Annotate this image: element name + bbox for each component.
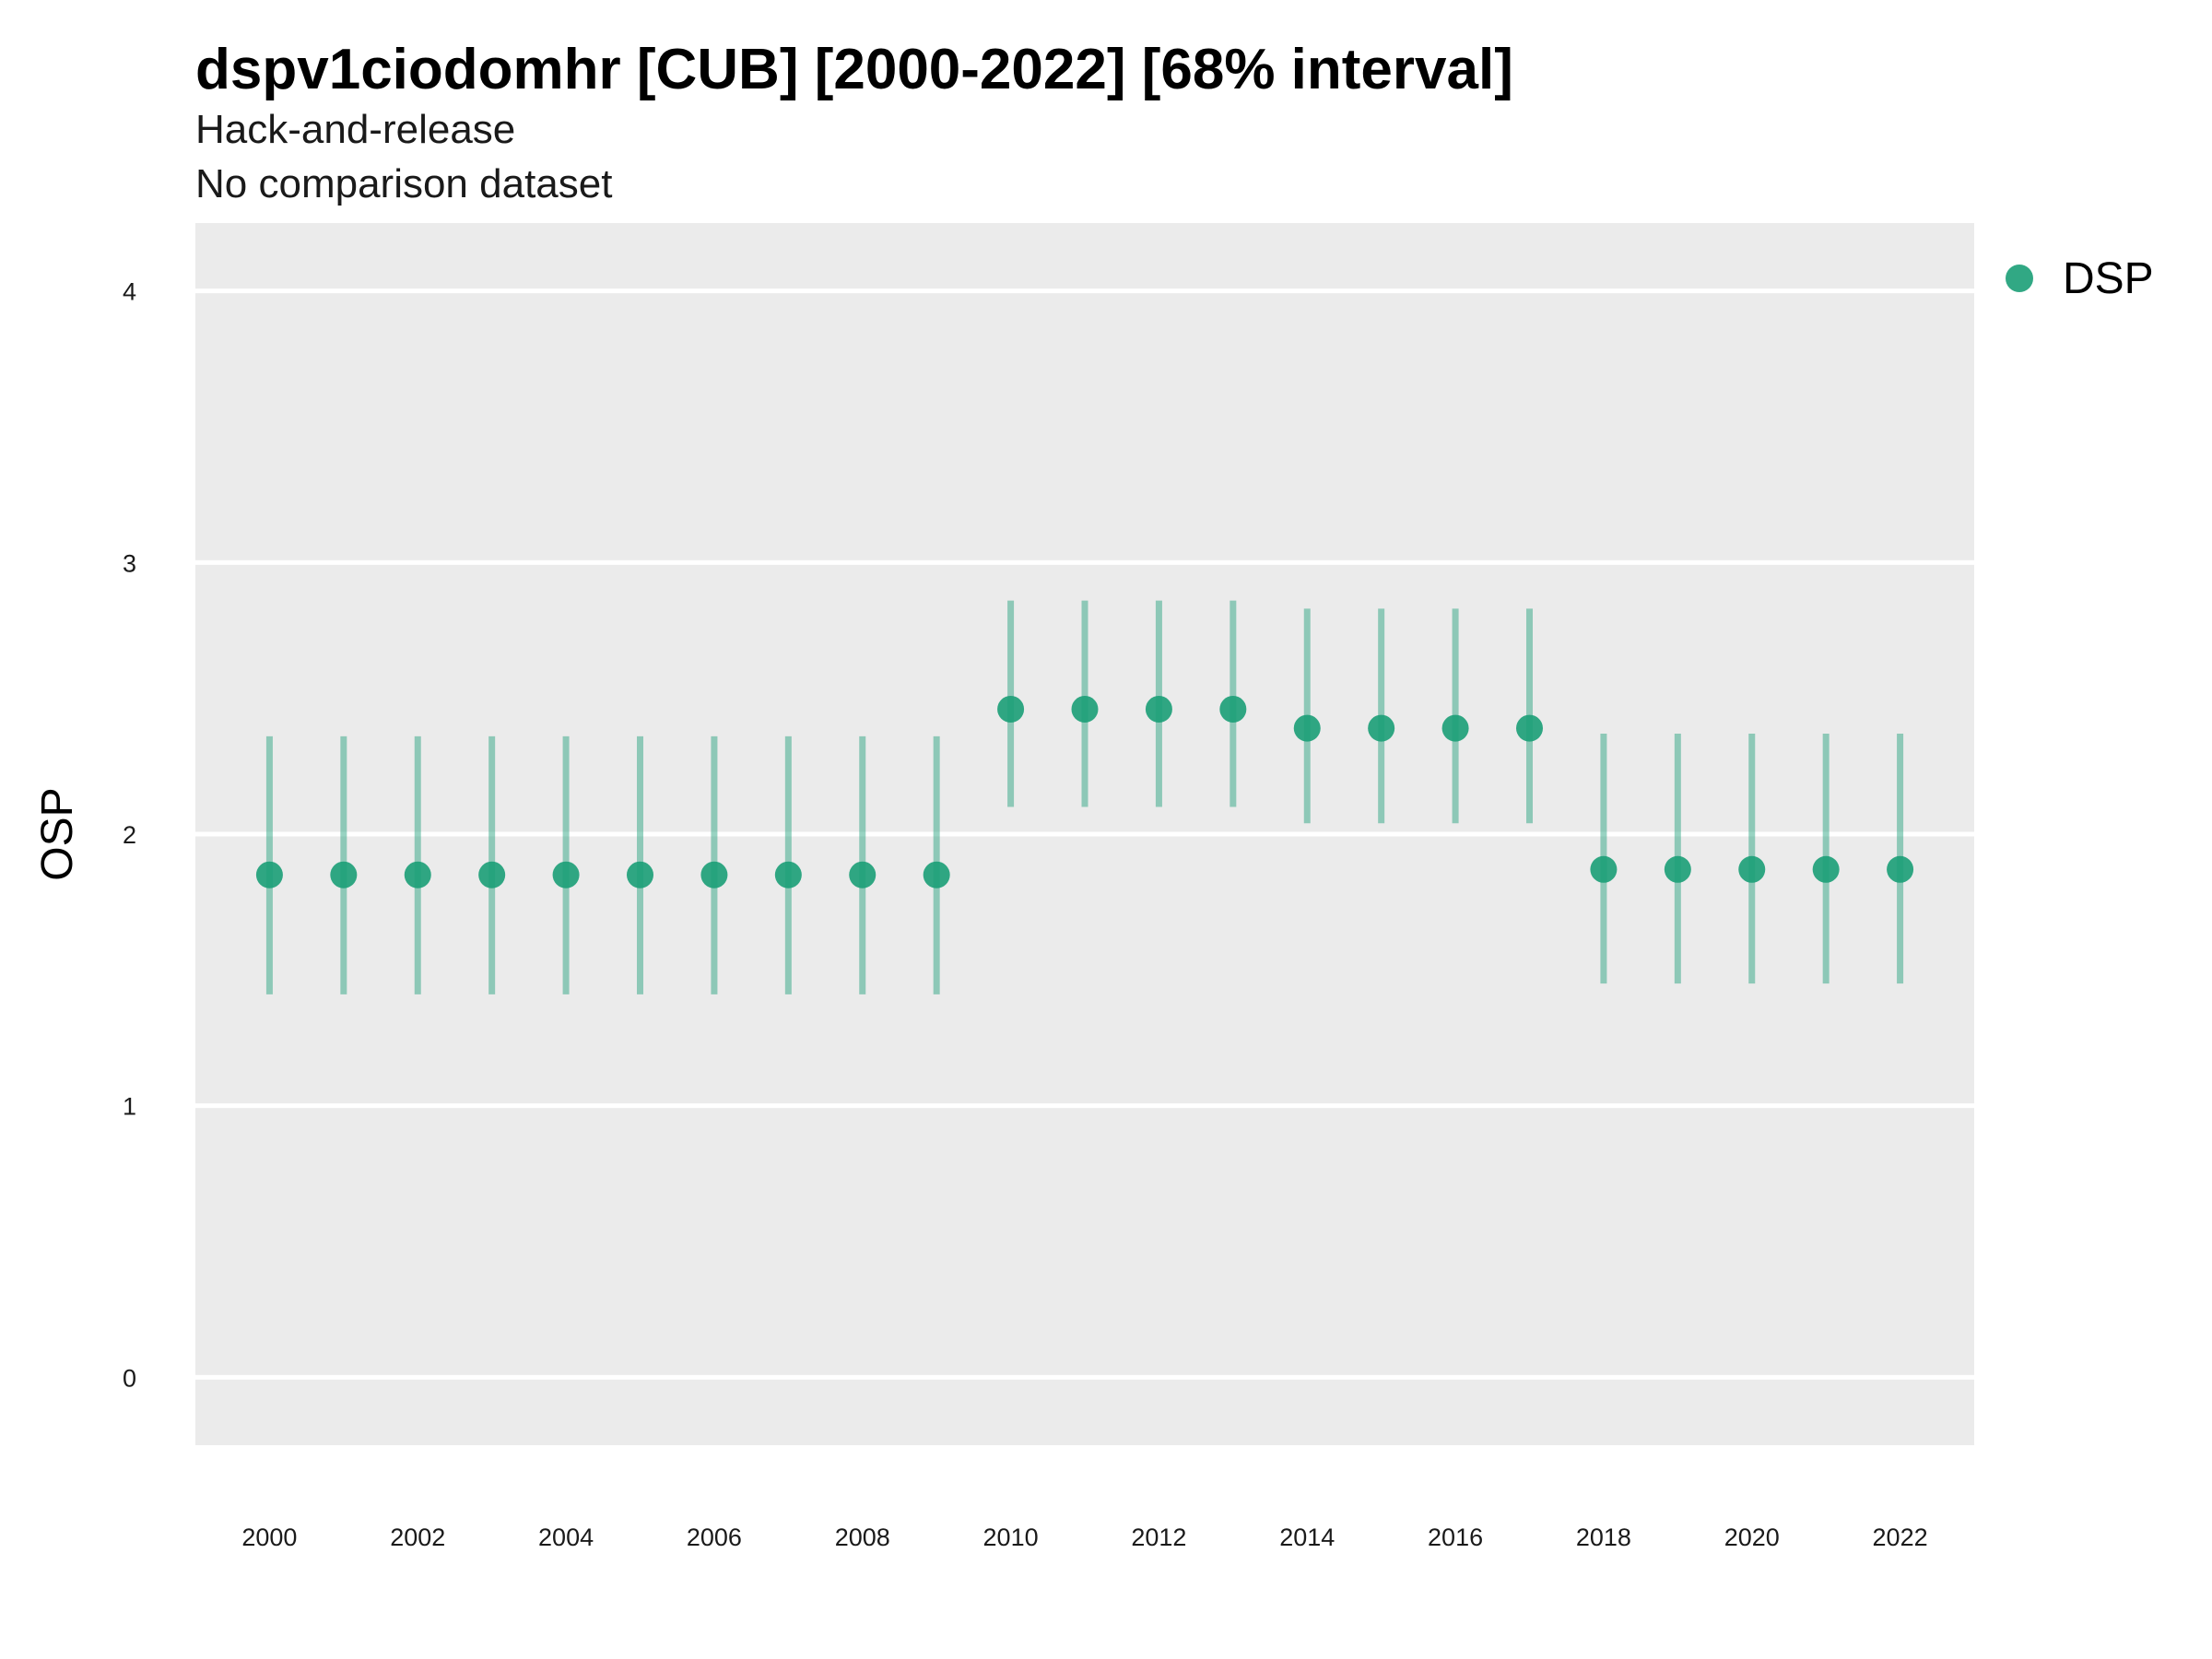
data-point (1368, 714, 1395, 742)
x-tick-label: 2018 (1576, 1524, 1631, 1551)
data-point (1071, 695, 1099, 723)
data-point (404, 861, 431, 888)
data-point (1738, 855, 1766, 883)
data-point (1293, 714, 1321, 742)
x-tick-label: 2010 (983, 1524, 1039, 1551)
data-point (1664, 855, 1691, 883)
data-point (997, 695, 1025, 723)
data-point (330, 861, 358, 888)
y-tick-label: 0 (123, 1364, 136, 1392)
data-point (552, 861, 580, 888)
y-axis-ticks: 0 1 2 3 4 (123, 278, 136, 1393)
x-tick-label: 2022 (1873, 1524, 1928, 1551)
x-tick-label: 2006 (687, 1524, 742, 1551)
x-tick-label: 2014 (1279, 1524, 1335, 1551)
x-axis-ticks: 2000 2002 2004 2006 2008 2010 2012 2014 2016 2018… (241, 1524, 1927, 1551)
data-point (849, 861, 877, 888)
data-point (1441, 714, 1469, 742)
chart-subtitle: Hack-and-release (195, 107, 515, 152)
data-point (1887, 855, 1914, 883)
x-tick-label: 2000 (241, 1524, 297, 1551)
data-point (255, 861, 283, 888)
data-point (1590, 855, 1618, 883)
y-tick-label: 1 (123, 1093, 136, 1121)
y-tick-label: 4 (123, 278, 136, 306)
chart-title: dspv1ciodomhr [CUB] [2000-2022] [68% int… (195, 38, 1513, 101)
y-tick-label: 3 (123, 549, 136, 577)
data-point (923, 861, 950, 888)
chart-subtitle-2: No comparison dataset (195, 161, 612, 206)
data-point (1219, 695, 1247, 723)
legend-label-dsp: DSP (2063, 254, 2154, 303)
x-tick-label: 2012 (1131, 1524, 1186, 1551)
x-tick-label: 2020 (1724, 1524, 1780, 1551)
x-tick-label: 2008 (835, 1524, 890, 1551)
data-point (627, 861, 653, 888)
legend: DSP (2006, 254, 2154, 303)
grid-lines (195, 288, 1974, 1380)
y-tick-label: 2 (123, 821, 136, 849)
data-point (1812, 855, 1840, 883)
x-tick-label: 2002 (390, 1524, 445, 1551)
x-tick-label: 2016 (1428, 1524, 1483, 1551)
x-tick-label: 2004 (538, 1524, 594, 1551)
data-point (700, 861, 728, 888)
legend-key-dsp (2006, 265, 2033, 292)
data-point (774, 861, 802, 888)
y-axis-title: OSP (33, 787, 82, 880)
data-point (1516, 714, 1543, 742)
data-marks (255, 600, 1914, 994)
data-point (1145, 695, 1172, 723)
data-point (478, 861, 506, 888)
